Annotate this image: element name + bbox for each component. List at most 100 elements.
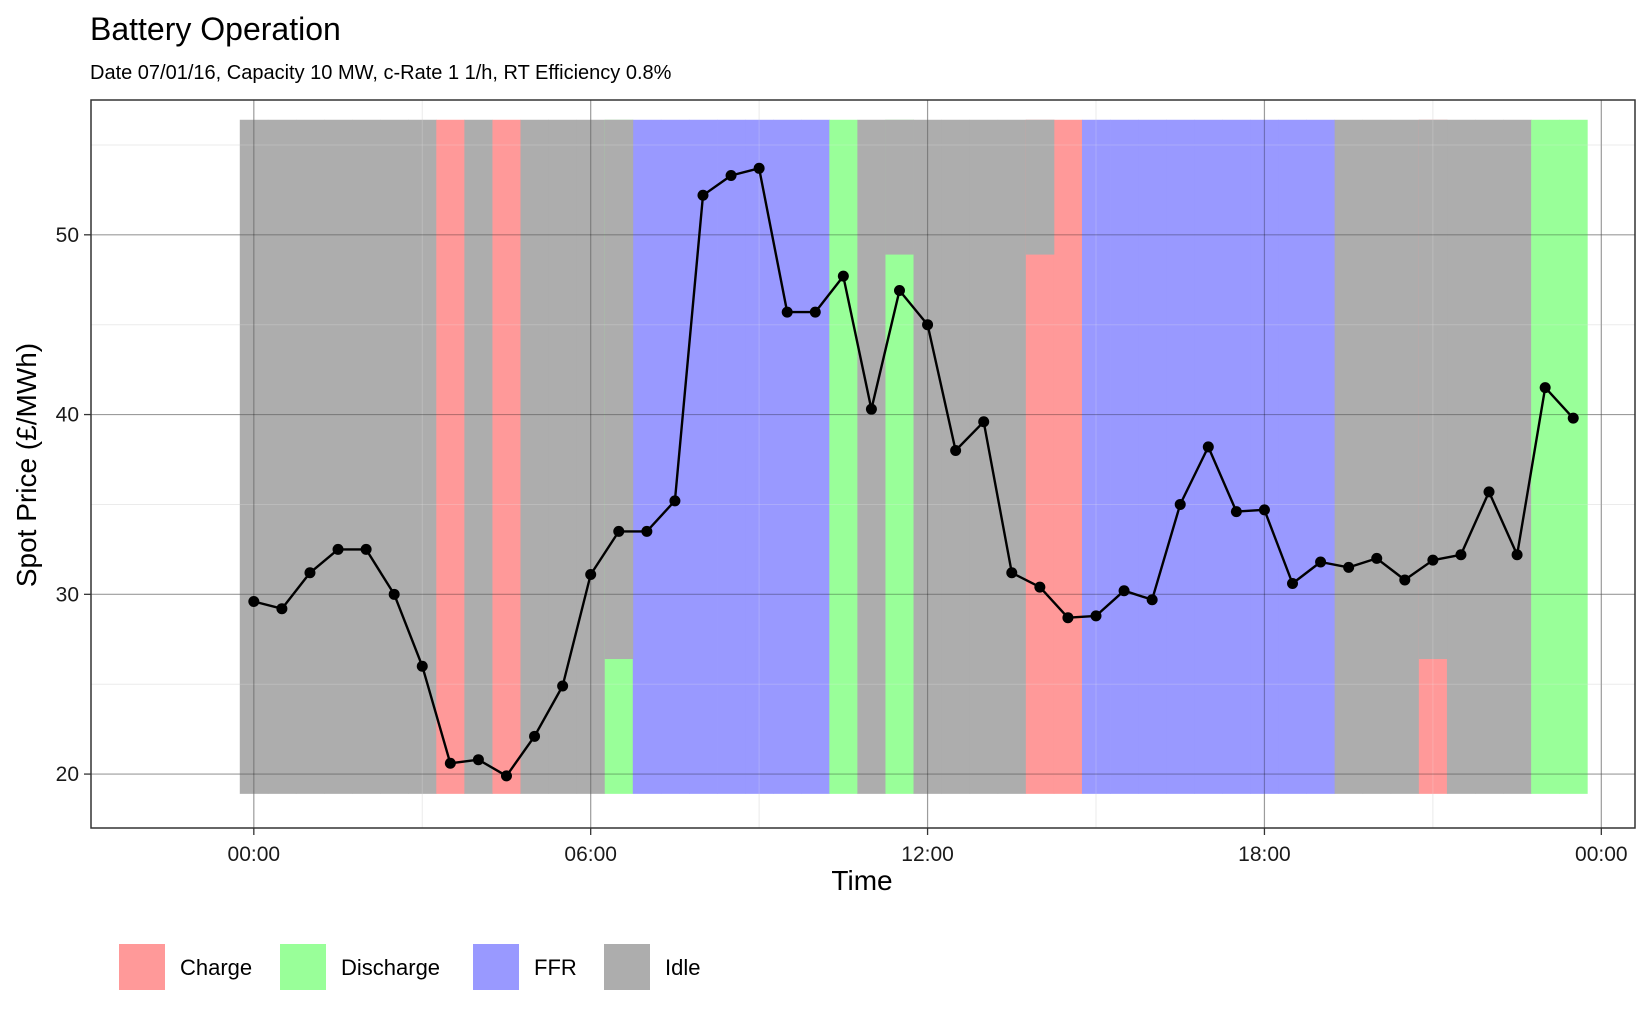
- spot-price-point: [641, 525, 653, 537]
- legend-label-discharge: Discharge: [341, 955, 440, 980]
- operation-bar-idle: [913, 119, 943, 794]
- operation-bar-ffr: [1222, 119, 1251, 794]
- operation-bar-idle: [857, 119, 886, 794]
- spot-price-point: [613, 525, 625, 537]
- operation-bar-idle: [239, 119, 269, 794]
- operation-bar-idle: [941, 119, 971, 794]
- grid-lines-overlay: [91, 100, 1635, 828]
- operation-bar-idle: [324, 119, 353, 794]
- spot-price-point: [1258, 504, 1270, 516]
- operation-bar-ffr: [745, 119, 774, 794]
- operation-bar-discharge: [1559, 119, 1588, 794]
- y-tick-label: 50: [56, 224, 79, 247]
- operation-bar-ffr: [801, 119, 830, 794]
- operation-bar-idle: [1334, 119, 1364, 794]
- spot-price-point: [837, 270, 849, 282]
- spot-price-point: [304, 567, 316, 579]
- spot-price-point: [276, 603, 288, 615]
- spot-price-point: [360, 543, 372, 555]
- operation-bar-idle: [520, 119, 549, 794]
- spot-price-point: [1202, 441, 1214, 453]
- operation-bar-discharge: [1531, 119, 1560, 794]
- spot-price-point: [1315, 556, 1327, 568]
- operation-bar-ffr: [1110, 119, 1139, 794]
- operation-bar-idle: [885, 119, 914, 255]
- operation-bar-idle: [295, 119, 325, 794]
- spot-price-point: [1455, 549, 1467, 561]
- operation-bars: [239, 119, 1588, 794]
- spot-price-point: [444, 757, 456, 769]
- x-axis-title: Time: [831, 865, 892, 896]
- operation-bar-idle: [352, 119, 381, 794]
- spot-price-point: [1034, 581, 1046, 593]
- spot-price-point: [922, 319, 934, 331]
- legend: Charge Discharge FFR Idle: [119, 944, 700, 990]
- spot-price-point: [1567, 412, 1579, 424]
- operation-bar-idle: [464, 119, 493, 794]
- operation-bar-ffr: [688, 119, 718, 794]
- y-axis-title: Spot Price (£/MWh): [11, 343, 42, 587]
- operation-bar-idle: [604, 119, 634, 660]
- spot-price-point: [1174, 498, 1186, 510]
- spot-price-point: [781, 306, 793, 318]
- chart-subtitle: Date 07/01/16, Capacity 10 MW, c-Rate 1 …: [90, 62, 672, 84]
- y-tick-label: 40: [56, 404, 79, 427]
- y-tick-label: 20: [56, 763, 79, 786]
- operation-bar-idle: [1446, 119, 1476, 794]
- x-tick-label: 00:00: [1575, 843, 1628, 866]
- operation-bar-ffr: [1138, 119, 1167, 794]
- legend-key-discharge: [280, 944, 326, 990]
- spot-price-point: [697, 189, 709, 201]
- operation-bar-charge: [436, 119, 465, 794]
- operation-bar-ffr: [1194, 119, 1223, 794]
- operation-bar-ffr: [1166, 119, 1195, 794]
- spot-price-series: [248, 162, 1579, 782]
- spot-price-point: [893, 285, 905, 297]
- plot-border: [90, 99, 1636, 829]
- spot-price-point: [557, 680, 569, 692]
- spot-price-point: [332, 543, 344, 555]
- spot-price-point: [1371, 552, 1383, 564]
- spot-price-point: [1399, 574, 1411, 586]
- spot-price-point: [950, 445, 962, 457]
- legend-key-charge: [119, 944, 165, 990]
- operation-bar-idle: [1418, 119, 1448, 660]
- chart-title: Battery Operation: [90, 11, 341, 47]
- spot-price-point: [585, 569, 597, 581]
- spot-price-point: [1343, 561, 1355, 573]
- legend-label-ffr: FFR: [534, 955, 577, 980]
- operation-bar-ffr: [1250, 119, 1279, 794]
- spot-price-point: [1230, 506, 1242, 518]
- legend-key-ffr: [473, 944, 519, 990]
- operation-bar-idle: [408, 119, 437, 794]
- operation-bar-ffr: [1278, 119, 1307, 794]
- operation-bar-idle: [548, 119, 578, 794]
- spot-price-point: [809, 306, 821, 318]
- spot-price-point: [725, 169, 737, 181]
- y-axis: 20 30 40 50: [56, 224, 91, 786]
- operation-bar-idle: [380, 119, 409, 794]
- spot-price-point: [1118, 585, 1130, 597]
- spot-price-point: [1511, 549, 1523, 561]
- operation-bar-discharge: [829, 119, 858, 794]
- y-tick-label: 30: [56, 583, 79, 606]
- legend-key-idle: [604, 944, 650, 990]
- operation-bar-idle: [1503, 119, 1532, 794]
- x-tick-label: 12:00: [901, 843, 954, 866]
- spot-price-point: [472, 754, 484, 766]
- spot-price-point: [1483, 486, 1495, 498]
- spot-price-point: [1062, 612, 1074, 624]
- legend-label-charge: Charge: [180, 955, 252, 980]
- spot-price-point: [753, 162, 765, 174]
- x-tick-label: 06:00: [564, 843, 617, 866]
- operation-bar-idle: [1390, 119, 1420, 794]
- operation-bar-idle: [997, 119, 1027, 794]
- legend-label-idle: Idle: [665, 955, 700, 980]
- spot-price-point: [1090, 610, 1102, 622]
- plot-border-rect: [90, 99, 1636, 829]
- operation-bar-idle: [1025, 119, 1055, 255]
- spot-price-point: [388, 588, 400, 600]
- spot-price-point: [1287, 578, 1299, 590]
- spot-price-point: [529, 730, 541, 742]
